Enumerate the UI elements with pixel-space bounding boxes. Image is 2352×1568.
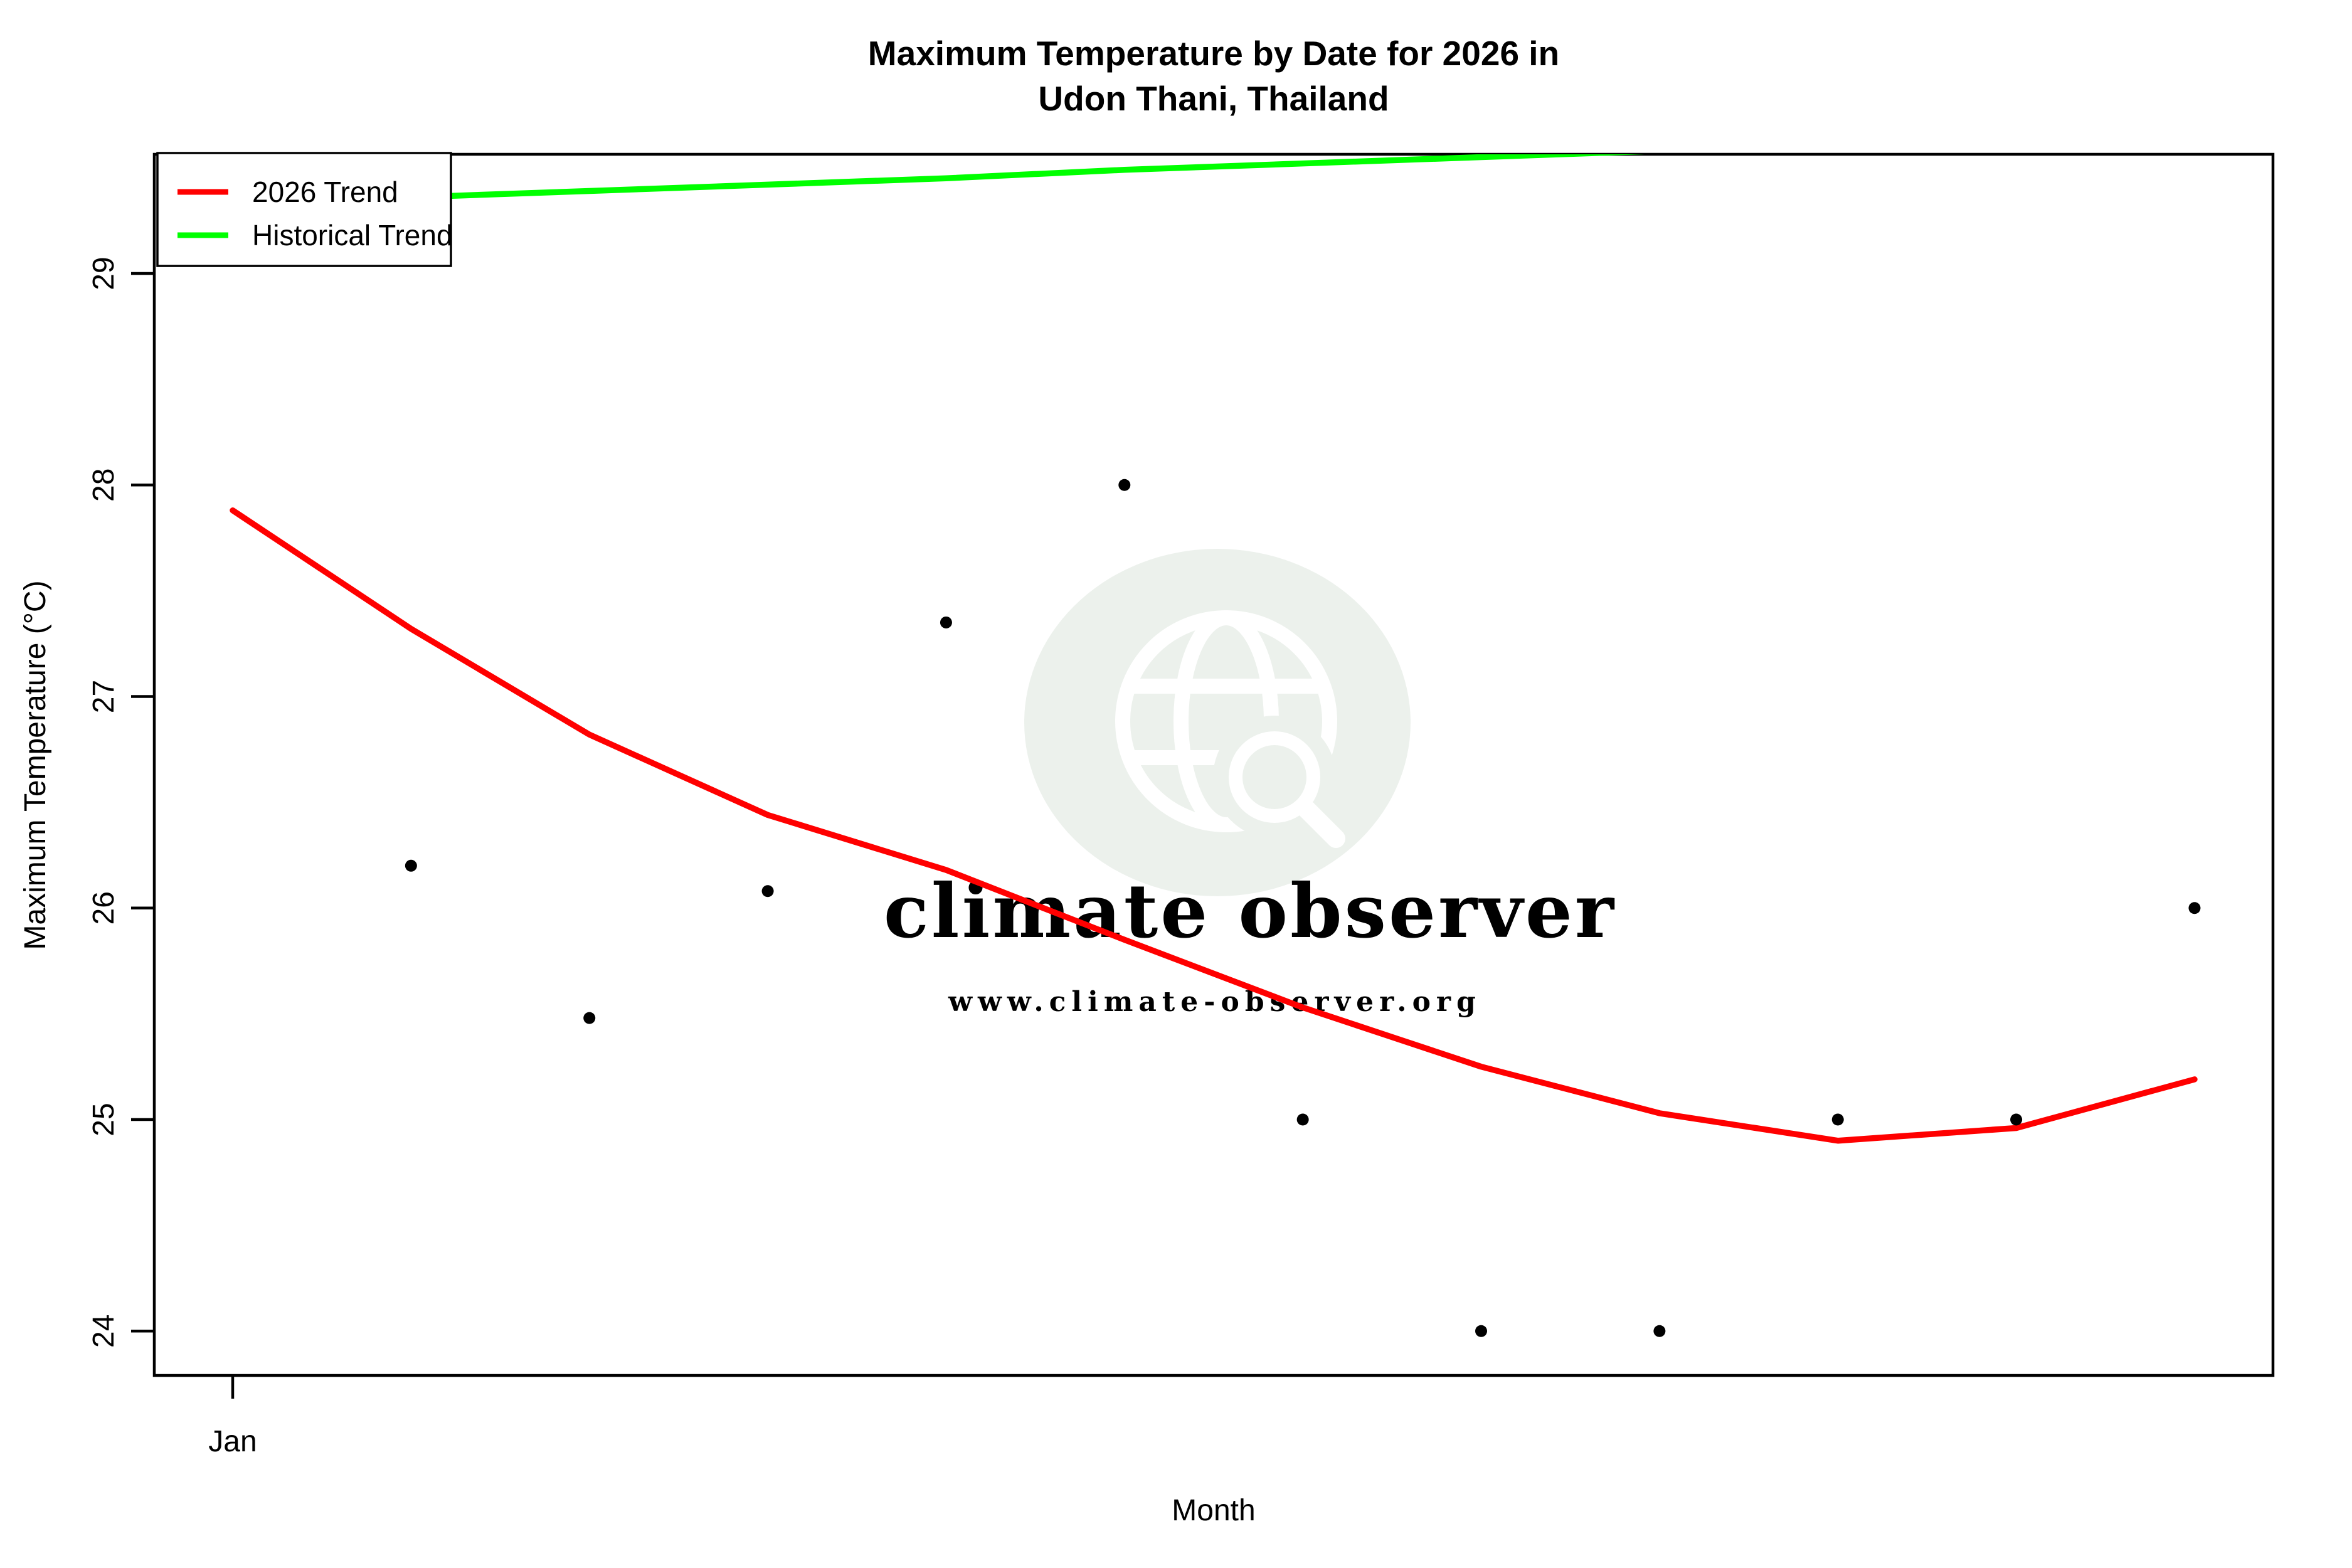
y-tick-label: 25 [87, 1103, 120, 1136]
chart-title-line1: Maximum Temperature by Date for 2026 in [868, 34, 1559, 73]
watermark-blob [1024, 549, 1411, 896]
plot-box [152, 152, 2275, 1377]
data-point [940, 616, 952, 628]
y-tick-label: 28 [87, 469, 120, 502]
data-point [1831, 1113, 1844, 1126]
y-tick-label: 29 [87, 257, 120, 290]
chart-title-line2: Udon Thani, Thailand [1038, 79, 1389, 118]
data-point [1475, 1325, 1488, 1337]
data-point [2188, 902, 2201, 914]
data-point [761, 885, 774, 898]
legend: 2026 Trend Historical Trend [156, 152, 453, 267]
x-tick-label: Jan [208, 1425, 257, 1458]
legend-label-2026-trend: 2026 Trend [252, 176, 398, 208]
globe-magnifier-icon [1115, 610, 1345, 848]
watermark: climate observer www.climate-observer.or… [884, 549, 1616, 1018]
axis-ticks [131, 272, 235, 1399]
y-tick-label: 26 [87, 891, 120, 924]
data-point [1653, 1325, 1666, 1337]
watermark-url-text: www.climate-observer.org [948, 986, 1481, 1018]
legend-label-historical-trend: Historical Trend [252, 219, 453, 252]
data-point [405, 859, 417, 872]
axis-tick-labels: 24 25 26 27 28 29 Jan [87, 257, 257, 1458]
data-point [2010, 1113, 2023, 1126]
y-tick-label: 24 [87, 1315, 120, 1348]
y-axis-label: Maximum Temperature (°C) [19, 580, 52, 950]
legend-box [156, 152, 452, 267]
watermark-brand-text: climate observer [884, 867, 1616, 955]
x-axis-label: Month [1172, 1494, 1255, 1527]
historical-trend-line [230, 154, 1645, 207]
data-point [1118, 479, 1131, 491]
series-layer [230, 154, 2201, 1337]
data-point [583, 1012, 596, 1024]
y-tick-label: 27 [87, 680, 120, 713]
data-point [1296, 1113, 1309, 1126]
2026-trend-line [230, 507, 2198, 1144]
